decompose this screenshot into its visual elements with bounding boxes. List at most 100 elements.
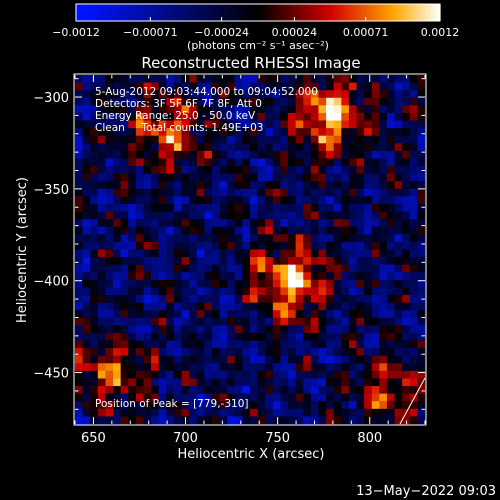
heatmap-cell: [151, 97, 160, 106]
heatmap-cell: [295, 128, 304, 137]
heatmap-cell: [227, 211, 236, 220]
heatmap-cell: [227, 264, 236, 273]
heatmap-cell: [158, 173, 167, 182]
heatmap-cell: [257, 325, 266, 334]
heatmap-cell: [151, 181, 160, 190]
heatmap-cell: [158, 97, 167, 106]
heatmap-cell: [181, 211, 190, 220]
colorbar-segment: [206, 4, 211, 21]
heatmap-cell: [227, 279, 236, 288]
heatmap-cell: [219, 120, 228, 129]
heatmap-cell: [326, 257, 335, 266]
heatmap-cell: [128, 332, 137, 342]
heatmap-cell: [158, 401, 167, 410]
heatmap-cell: [211, 279, 221, 288]
heatmap-cell: [371, 279, 380, 288]
heatmap-cell: [303, 241, 312, 250]
heatmap-cell: [128, 295, 137, 304]
heatmap-cell: [166, 317, 175, 326]
heatmap-cell: [135, 120, 144, 129]
heatmap-cell: [120, 188, 129, 197]
heatmap-cell: [280, 135, 289, 144]
heatmap-cell: [173, 257, 183, 266]
heatmap-cell: [75, 287, 84, 296]
heatmap-cell: [97, 310, 106, 319]
heatmap-cell: [402, 393, 411, 402]
heatmap-cell: [181, 317, 190, 326]
heatmap-cell: [250, 135, 259, 144]
heatmap-cell: [113, 158, 122, 167]
heatmap-cell: [265, 310, 274, 319]
heatmap-cell: [356, 158, 365, 167]
heatmap-cell: [135, 211, 144, 220]
heatmap-cell: [227, 75, 236, 84]
heatmap-cell: [135, 386, 144, 395]
heatmap-cell: [257, 416, 266, 425]
heatmap-cell: [120, 287, 129, 296]
heatmap-cell: [166, 363, 175, 372]
heatmap-cell: [219, 181, 228, 190]
heatmap-cell: [409, 348, 418, 357]
heatmap-cell: [371, 370, 380, 379]
heatmap-cell: [75, 105, 84, 114]
heatmap-cell: [341, 135, 350, 144]
heatmap-cell: [272, 241, 281, 250]
heatmap-cell: [166, 181, 175, 190]
heatmap-cell: [280, 219, 289, 228]
heatmap-cell: [272, 325, 281, 334]
heatmap-cell: [379, 287, 388, 296]
colorbar-segment: [212, 4, 217, 21]
heatmap-cell: [90, 310, 99, 319]
heatmap-cell: [318, 241, 327, 250]
heatmap-cell: [341, 325, 350, 334]
heatmap-cell: [204, 211, 213, 220]
heatmap-cell: [341, 173, 350, 182]
heatmap-cell: [219, 234, 228, 243]
heatmap-cell: [211, 287, 221, 296]
heatmap-cell: [402, 370, 411, 379]
heatmap-cell: [189, 332, 198, 342]
heatmap-cell: [402, 401, 411, 410]
heatmap-cell: [234, 348, 243, 357]
heatmap-cell: [371, 211, 380, 220]
heatmap-cell: [310, 317, 319, 326]
heatmap-cell: [333, 257, 342, 266]
heatmap-cell: [128, 90, 137, 99]
heatmap-cell: [196, 416, 205, 425]
heatmap-cell: [272, 348, 281, 357]
heatmap-cell: [135, 279, 144, 288]
heatmap-cell: [257, 181, 266, 190]
heatmap-cell: [105, 75, 114, 84]
heatmap-cell: [113, 340, 122, 349]
heatmap-cell: [257, 203, 266, 213]
heatmap-cell: [318, 90, 327, 99]
heatmap-cell: [113, 196, 122, 205]
heatmap-cell: [173, 302, 183, 311]
heatmap-cell: [113, 310, 122, 319]
heatmap-cell: [242, 105, 251, 114]
heatmap-cell: [326, 188, 335, 197]
heatmap-cell: [386, 370, 396, 379]
heatmap-cell: [386, 408, 396, 417]
heatmap-cell: [135, 295, 144, 304]
heatmap-cell: [158, 203, 167, 213]
heatmap-cell: [204, 310, 213, 319]
heatmap-cell: [257, 120, 266, 129]
heatmap-cell: [189, 226, 198, 235]
heatmap-cell: [227, 150, 236, 159]
heatmap-cell: [234, 150, 243, 159]
colorbar-segment: [430, 4, 435, 21]
heatmap-cell: [227, 355, 236, 364]
heatmap-cell: [348, 386, 358, 395]
heatmap-cell: [204, 370, 213, 379]
heatmap-cell: [272, 181, 281, 190]
heatmap-cell: [333, 166, 342, 175]
heatmap-cell: [120, 75, 129, 84]
heatmap-cell: [402, 105, 411, 114]
heatmap-cell: [272, 302, 281, 311]
heatmap-cell: [113, 386, 122, 395]
heatmap-cell: [386, 295, 396, 304]
heatmap-cell: [120, 393, 129, 402]
heatmap-cell: [105, 128, 114, 137]
heatmap-cell: [105, 363, 114, 372]
